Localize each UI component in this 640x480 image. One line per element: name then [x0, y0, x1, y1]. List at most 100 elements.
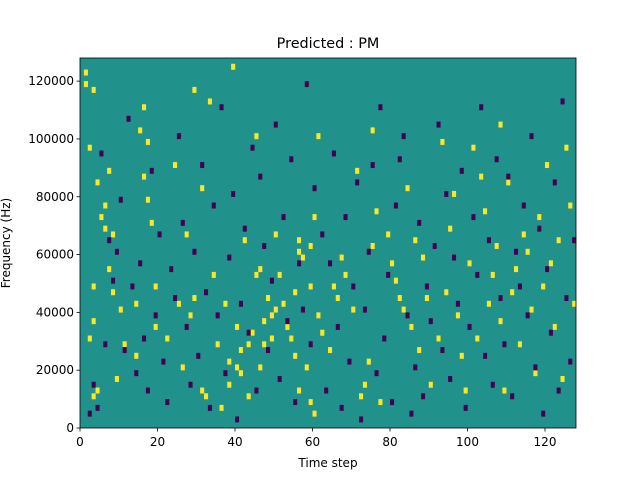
heatmap-cell-high — [258, 364, 263, 371]
heatmap-cell-high — [91, 283, 96, 290]
heatmap-cell-high — [455, 312, 460, 319]
heatmap-cell-high — [568, 202, 573, 209]
heatmap-cell-high — [269, 335, 274, 342]
heatmap-cell-low — [238, 300, 243, 307]
heatmap-cell-low — [242, 225, 247, 232]
heatmap-cell-high — [87, 144, 92, 151]
heatmap-cell-high — [176, 300, 181, 307]
heatmap-cell-high — [293, 289, 298, 296]
heatmap-cell-high — [289, 335, 294, 342]
plot-background — [80, 58, 576, 428]
heatmap-cell-high — [339, 254, 344, 261]
heatmap-cell-high — [285, 323, 290, 330]
heatmap-cell-low — [258, 173, 263, 180]
heatmap-cell-high — [254, 271, 259, 278]
heatmap-cell-low — [277, 375, 282, 382]
heatmap-cell-high — [111, 289, 116, 296]
heatmap-cell-high — [262, 341, 267, 348]
heatmap-cell-low — [436, 121, 441, 128]
heatmap-cell-high — [297, 387, 302, 394]
heatmap-cell-high — [545, 162, 550, 169]
heatmap-cell-low — [378, 104, 383, 111]
heatmap-cell-low — [324, 387, 329, 394]
heatmap-cell-high — [107, 167, 112, 174]
heatmap-cell-low — [417, 219, 422, 226]
heatmap-cell-low — [180, 219, 185, 226]
x-tick-label: 40 — [227, 435, 242, 449]
heatmap-cell-low — [153, 312, 158, 319]
heatmap-cell-low — [517, 283, 522, 290]
heatmap-cell-low — [192, 248, 197, 255]
heatmap-cell-high — [269, 312, 274, 319]
heatmap-cell-high — [390, 260, 395, 267]
heatmap-cells — [83, 63, 577, 423]
heatmap-cell-high — [242, 237, 247, 244]
heatmap-cell-low — [262, 243, 267, 249]
heatmap-cell-high — [215, 341, 220, 348]
heatmap-cell-high — [548, 260, 553, 267]
heatmap-cell-low — [188, 381, 193, 388]
x-tick-label: 120 — [534, 435, 557, 449]
heatmap-cell-high — [331, 283, 336, 290]
heatmap-cell-low — [502, 341, 507, 348]
heatmap-cell-low — [343, 214, 348, 221]
heatmap-cell-high — [572, 300, 577, 307]
heatmap-cell-high — [421, 254, 426, 261]
y-tick-label: 20000 — [36, 363, 74, 377]
heatmap-cell-high — [335, 295, 340, 302]
heatmap-cell-low — [452, 254, 457, 261]
heatmap-cell-low — [223, 370, 228, 377]
heatmap-cell-high — [370, 127, 375, 134]
heatmap-cell-high — [258, 266, 263, 273]
heatmap-cell-low — [138, 260, 143, 267]
heatmap-cell-high — [374, 208, 379, 215]
heatmap-cell-low — [409, 410, 414, 417]
heatmap-cell-low — [235, 416, 240, 423]
heatmap-cell-low — [347, 358, 352, 365]
heatmap-cell-high — [184, 231, 189, 238]
heatmap-cell-high — [153, 283, 158, 290]
heatmap-cell-high — [254, 133, 259, 140]
heatmap-cell-low — [207, 404, 212, 411]
heatmap-cell-high — [529, 306, 534, 313]
heatmap-cell-low — [545, 266, 550, 273]
heatmap-cell-low — [312, 185, 317, 192]
heatmap-cell-high — [308, 243, 313, 249]
heatmap-cell-low — [494, 156, 499, 163]
heatmap-cell-low — [304, 81, 309, 88]
heatmap-cell-high — [297, 248, 302, 255]
heatmap-cell-high — [91, 86, 96, 93]
heatmap-cell-low — [421, 393, 426, 400]
heatmap-cell-high — [397, 295, 402, 302]
heatmap-cell-low — [428, 318, 433, 325]
heatmap-cell-high — [517, 341, 522, 348]
heatmap-cell-low — [455, 300, 460, 307]
heatmap-cell-high — [362, 381, 367, 388]
heatmap-cell-low — [99, 150, 104, 157]
heatmap-cell-high — [413, 237, 418, 244]
heatmap-cell-high — [149, 219, 154, 226]
heatmap-cell-low — [541, 410, 546, 417]
heatmap-cell-high — [273, 306, 278, 313]
heatmap-cell-high — [386, 231, 391, 238]
heatmap-cell-low — [157, 231, 162, 238]
heatmap-cell-low — [308, 341, 313, 348]
x-tick-label: 100 — [456, 435, 479, 449]
heatmap-cell-low — [219, 104, 224, 111]
heatmap-cell-low — [564, 295, 569, 302]
heatmap-cell-low — [142, 335, 147, 342]
heatmap-cell-low — [331, 150, 336, 157]
heatmap-cell-high — [114, 375, 119, 382]
heatmap-cell-high — [436, 335, 441, 342]
heatmap-cell-low — [281, 214, 286, 221]
y-tick-label: 60000 — [36, 248, 74, 262]
heatmap-cell-high — [556, 237, 561, 244]
heatmap-cell-low — [374, 370, 379, 377]
heatmap-cell-low — [548, 329, 553, 336]
heatmap-cell-high — [277, 271, 282, 278]
heatmap-cell-low — [91, 381, 96, 388]
heatmap-cell-low — [339, 404, 344, 411]
heatmap-cell-low — [552, 179, 557, 186]
heatmap-cell-high — [111, 231, 116, 238]
